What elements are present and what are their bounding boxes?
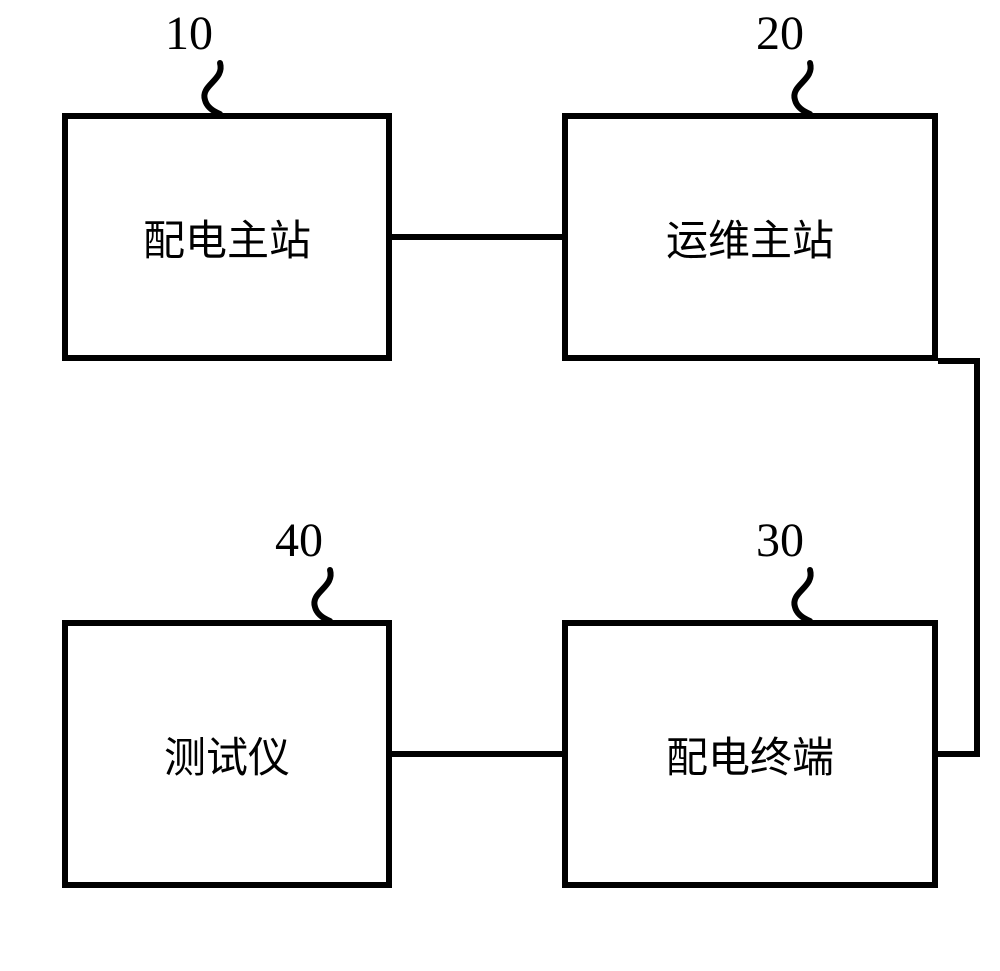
node-label: 运维主站 bbox=[666, 207, 834, 268]
squiggle-n30 bbox=[794, 570, 810, 621]
node-number-n20: 20 bbox=[756, 6, 804, 61]
node-label: 测试仪 bbox=[164, 724, 290, 785]
connector-segment bbox=[392, 751, 562, 757]
squiggle-n20 bbox=[794, 63, 810, 114]
squiggle-n40 bbox=[314, 570, 330, 621]
node-n30: 配电终端 bbox=[562, 620, 938, 888]
connector-segment bbox=[392, 234, 562, 240]
node-n20: 运维主站 bbox=[562, 113, 938, 361]
node-number-n30: 30 bbox=[756, 513, 804, 568]
node-label: 配电终端 bbox=[666, 724, 834, 785]
node-number-n10: 10 bbox=[165, 6, 213, 61]
node-label: 配电主站 bbox=[143, 207, 311, 268]
squiggle-n10 bbox=[204, 63, 220, 114]
diagram-canvas: 配电主站 运维主站测试仪 配电终端 10 20 40 30 bbox=[0, 0, 1000, 971]
node-number-n40: 40 bbox=[275, 513, 323, 568]
connector-segment bbox=[974, 358, 980, 757]
connector-segment bbox=[938, 751, 980, 757]
node-n40: 测试仪 bbox=[62, 620, 392, 888]
node-n10: 配电主站 bbox=[62, 113, 392, 361]
